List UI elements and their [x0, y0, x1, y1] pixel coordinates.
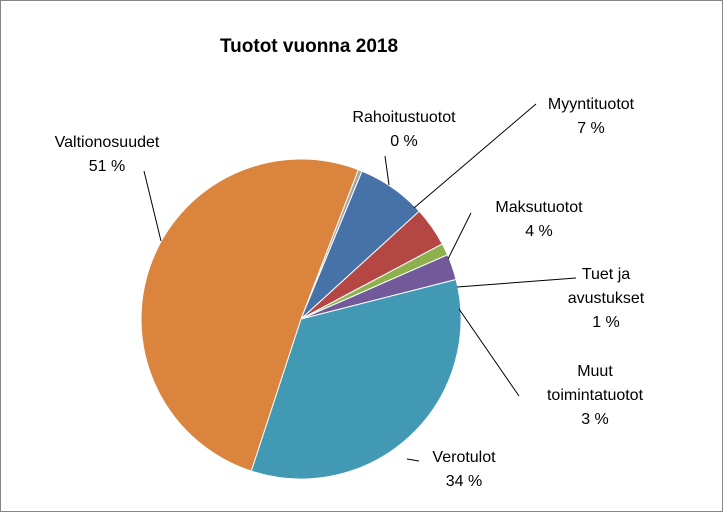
- slice-category-label: Maksutuotot: [495, 199, 583, 216]
- slice-category-label: Tuet ja: [582, 266, 630, 283]
- slice-value-label: 51 %: [89, 158, 125, 175]
- leader-lines: [143, 103, 577, 462]
- slice-value-label: 3 %: [581, 411, 609, 428]
- leader-line-5: [458, 308, 520, 397]
- slice-category-label: Rahoitustuotot: [352, 109, 456, 126]
- slice-label-6: Verotulot 34 %: [432, 449, 496, 490]
- leader-line-6: [406, 458, 420, 462]
- data-labels: Rahoitustuotot 0 % Myyntituotot 7 % Maksutuo…: [55, 96, 645, 490]
- slice-category-label: Muut: [577, 363, 613, 380]
- pie-slice-6: [250, 278, 462, 480]
- slice-category-label: toimintatuotot: [547, 387, 644, 404]
- slice-label-1: Rahoitustuotot 0 %: [352, 109, 456, 150]
- slice-value-label: 7 %: [577, 120, 605, 137]
- slice-label-2: Myyntituotot 7 %: [548, 96, 635, 137]
- chart-title: Tuotot vuonna 2018: [220, 36, 398, 57]
- slice-value-label: 0 %: [390, 133, 418, 150]
- slice-category-label: Valtionosuudet: [55, 134, 160, 151]
- slice-label-4: Tuet ja avustukset 1 %: [568, 266, 645, 331]
- slice-label-5: Muut toimintatuotot 3 %: [547, 363, 644, 428]
- leader-line-1: [384, 155, 390, 186]
- slice-value-label: 1 %: [592, 314, 620, 331]
- slice-value-label: 4 %: [525, 223, 553, 240]
- leader-line-7: [143, 170, 162, 242]
- slice-label-3: Maksutuotot 4 %: [495, 199, 583, 240]
- slice-category-label: Verotulot: [432, 449, 496, 466]
- leader-line-4: [456, 277, 577, 288]
- slice-category-label: avustukset: [568, 290, 645, 307]
- leader-line-3: [447, 212, 472, 260]
- slice-value-label: 34 %: [446, 473, 482, 490]
- slice-label-7: Valtionosuudet 51 %: [55, 134, 160, 175]
- pie-slice-7: [140, 158, 359, 472]
- leader-line-2: [413, 103, 537, 209]
- pie-slices: [140, 158, 462, 480]
- slice-category-label: Myyntituotot: [548, 96, 635, 113]
